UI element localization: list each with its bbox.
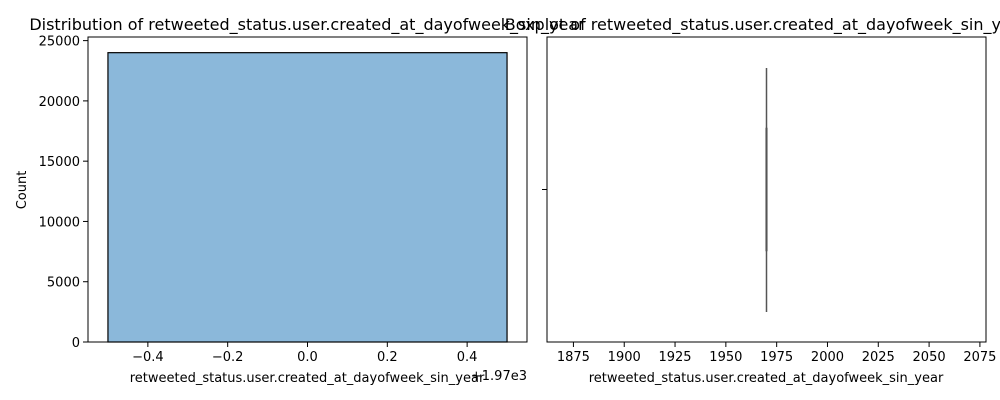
- histogram-chart: Distribution of retweeted_status.user.cr…: [15, 15, 585, 386]
- histogram-x-tick-label: −0.2: [212, 350, 244, 365]
- boxplot-x-tick-label: 1925: [658, 350, 691, 365]
- boxplot-x-label: retweeted_status.user.created_at_dayofwe…: [589, 371, 944, 386]
- boxplot-x-tick-label: 1875: [557, 350, 590, 365]
- boxplot-x-tick-label: 2075: [963, 350, 996, 365]
- histogram-y-label: Count: [15, 171, 30, 210]
- histogram-bar-0: [107, 52, 508, 343]
- histogram-x-tick-label: 0.4: [457, 350, 478, 365]
- boxplot-x-tick-label: 2050: [913, 350, 946, 365]
- boxplot-marks: [765, 68, 768, 312]
- histogram-y-ticks: 0 5000 10000 15000 20000 25000: [39, 35, 88, 351]
- histogram-x-tick-label: 0.0: [297, 350, 318, 365]
- histogram-x-tick-label: 0.2: [377, 350, 398, 365]
- histogram-x-label: retweeted_status.user.created_at_dayofwe…: [130, 371, 485, 386]
- histogram-y-tick-label: 0: [72, 336, 80, 351]
- histogram-y-tick-label: 20000: [39, 95, 80, 110]
- histogram-y-tick-label: 25000: [39, 35, 80, 50]
- boxplot-chart: Boxplot of retweeted_status.user.created…: [505, 15, 1000, 386]
- boxplot-x-tick-label: 1950: [709, 350, 742, 365]
- histogram-y-tick-label: 10000: [39, 215, 80, 230]
- boxplot-x-tick-label: 1900: [608, 350, 641, 365]
- boxplot-title: Boxplot of retweeted_status.user.created…: [505, 15, 1000, 35]
- boxplot-x-tick-label: 1975: [760, 350, 793, 365]
- histogram-x-ticks: −0.4 −0.2 0.0 0.2 0.4: [132, 342, 477, 365]
- boxplot-x-ticks: 1875 1900 1925 1950 1975 2000 2025 2050 2075: [557, 342, 996, 365]
- boxplot-x-tick-label: 2025: [862, 350, 895, 365]
- histogram-x-tick-label: −0.4: [132, 350, 164, 365]
- histogram-x-offset-label: +1.97e3: [471, 369, 527, 384]
- boxplot-x-tick-label: 2000: [811, 350, 844, 365]
- histogram-y-tick-label: 5000: [47, 276, 80, 291]
- histogram-y-tick-label: 15000: [39, 155, 80, 170]
- histogram-title: Distribution of retweeted_status.user.cr…: [29, 15, 585, 35]
- histogram-bars: [107, 52, 508, 343]
